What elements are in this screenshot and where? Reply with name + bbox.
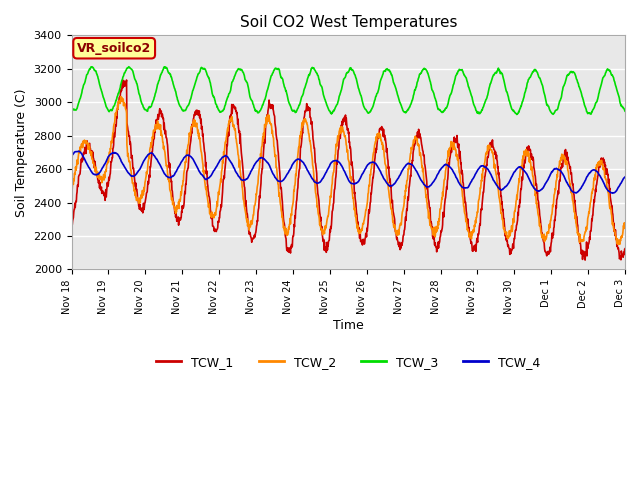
Line: TCW_1: TCW_1 bbox=[72, 80, 625, 260]
TCW_1 bbox=[133, 191, 141, 197]
TCW_1 bbox=[324, 243, 332, 249]
Title: Soil CO2 West Temperatures: Soil CO2 West Temperatures bbox=[239, 15, 457, 30]
TCW_4 bbox=[303, 166, 310, 172]
TCW_3 bbox=[303, 79, 310, 85]
TCW_4 bbox=[324, 166, 332, 171]
TCW_2 bbox=[324, 214, 332, 219]
TCW_3 bbox=[314, 73, 322, 79]
Line: TCW_3: TCW_3 bbox=[72, 67, 625, 114]
TCW_4 bbox=[609, 190, 616, 196]
Line: TCW_2: TCW_2 bbox=[72, 96, 625, 244]
TCW_4 bbox=[383, 180, 390, 186]
TCW_3 bbox=[324, 106, 332, 111]
TCW_3 bbox=[111, 103, 118, 108]
TCW_3 bbox=[513, 111, 521, 117]
TCW_4 bbox=[111, 150, 118, 156]
TCW_2 bbox=[383, 173, 390, 179]
TCW_3 bbox=[68, 107, 76, 112]
TCW_1 bbox=[123, 77, 131, 83]
TCW_2 bbox=[116, 94, 124, 99]
TCW_2 bbox=[111, 120, 118, 126]
TCW_3 bbox=[621, 108, 629, 114]
TCW_3 bbox=[125, 64, 132, 70]
TCW_1 bbox=[303, 101, 310, 107]
TCW_2 bbox=[616, 241, 623, 247]
TCW_4 bbox=[133, 170, 141, 176]
TCW_4 bbox=[621, 174, 629, 180]
TCW_2 bbox=[133, 194, 141, 200]
TCW_2 bbox=[68, 192, 76, 198]
TCW_2 bbox=[621, 220, 629, 226]
TCW_3 bbox=[133, 82, 141, 88]
Text: VR_soilco2: VR_soilco2 bbox=[77, 42, 151, 55]
TCW_4 bbox=[68, 153, 76, 158]
TCW_1 bbox=[314, 192, 322, 198]
X-axis label: Time: Time bbox=[333, 319, 364, 332]
TCW_4 bbox=[76, 148, 83, 154]
TCW_2 bbox=[314, 210, 322, 216]
TCW_1 bbox=[111, 134, 118, 140]
Line: TCW_4: TCW_4 bbox=[72, 151, 625, 193]
TCW_1 bbox=[68, 221, 76, 227]
TCW_2 bbox=[303, 120, 310, 125]
TCW_4 bbox=[314, 180, 322, 186]
TCW_1 bbox=[383, 145, 390, 151]
Y-axis label: Soil Temperature (C): Soil Temperature (C) bbox=[15, 88, 28, 216]
TCW_1 bbox=[581, 257, 589, 263]
TCW_3 bbox=[383, 66, 390, 72]
TCW_1 bbox=[621, 246, 629, 252]
Legend: TCW_1, TCW_2, TCW_3, TCW_4: TCW_1, TCW_2, TCW_3, TCW_4 bbox=[151, 351, 545, 373]
